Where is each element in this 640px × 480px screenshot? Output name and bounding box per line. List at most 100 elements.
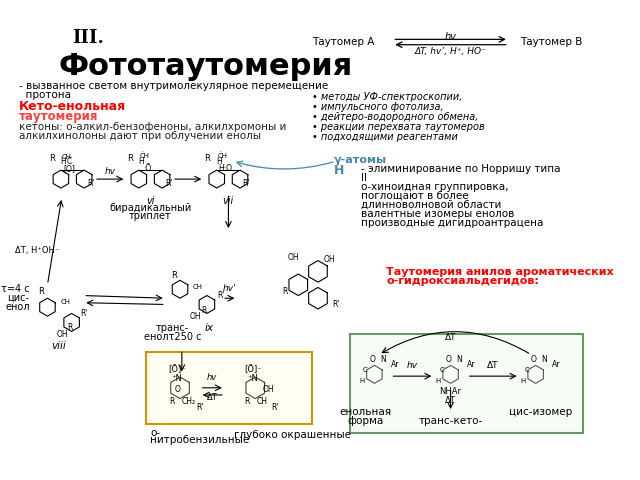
Text: CH: CH xyxy=(193,284,203,290)
Text: ⁺N: ⁺N xyxy=(172,373,183,383)
Text: триплет: триплет xyxy=(129,211,172,220)
Text: нитробензильные: нитробензильные xyxy=(150,435,250,445)
Text: OH: OH xyxy=(57,330,68,339)
Text: H: H xyxy=(216,157,221,166)
Text: N: N xyxy=(381,355,387,364)
Text: R: R xyxy=(38,287,44,296)
Text: о-гидроксиальдегидов:: о-гидроксиальдегидов: xyxy=(386,276,539,286)
Text: о-хиноидная группировка,: о-хиноидная группировка, xyxy=(361,182,508,192)
Text: Ar: Ar xyxy=(467,360,475,369)
Text: N: N xyxy=(456,355,462,364)
Text: • реакции перехвата таутомеров: • реакции перехвата таутомеров xyxy=(312,122,484,132)
Text: производные дигидроантрацена: производные дигидроантрацена xyxy=(361,217,543,228)
Text: γ-атомы: γ-атомы xyxy=(334,155,387,165)
Text: C: C xyxy=(363,367,368,372)
Text: ĊH: ĊH xyxy=(139,152,149,158)
Text: hv: hv xyxy=(207,373,218,382)
Text: H: H xyxy=(60,157,66,166)
Text: O: O xyxy=(175,385,180,394)
Text: ix: ix xyxy=(204,324,213,334)
Text: hv: hv xyxy=(406,361,417,370)
Text: ΔT, H⁺OH⁻: ΔT, H⁺OH⁻ xyxy=(15,246,59,255)
Text: форма: форма xyxy=(348,416,383,426)
Text: R: R xyxy=(282,287,287,296)
Text: H: H xyxy=(334,164,344,177)
Text: R: R xyxy=(169,397,175,406)
Text: Таутомер В: Таутомер В xyxy=(520,37,583,47)
Text: транс-: транс- xyxy=(156,324,189,334)
Text: • методы УФ-спектроскопии,: • методы УФ-спектроскопии, xyxy=(312,92,462,102)
Text: ⁺N: ⁺N xyxy=(247,373,258,383)
Text: енол: енол xyxy=(5,302,29,312)
Text: hv': hv' xyxy=(223,284,236,293)
Text: R': R' xyxy=(165,179,172,188)
Text: OH: OH xyxy=(288,252,300,262)
Text: ΔT: ΔT xyxy=(445,333,456,342)
Text: R: R xyxy=(202,306,207,315)
Text: CH: CH xyxy=(257,397,268,406)
Text: поглощают в более: поглощают в более xyxy=(361,191,468,201)
Text: транс-кето-: транс-кето- xyxy=(419,416,483,426)
Text: R: R xyxy=(127,154,132,163)
Text: - элиминирование по Норришу типа: - элиминирование по Норришу типа xyxy=(361,164,561,174)
Text: Таутомерия анилов ароматических: Таутомерия анилов ароматических xyxy=(386,267,614,277)
Text: кетоны: о-алкил-бензофеноны, алкилхромоны и: кетоны: о-алкил-бензофеноны, алкилхромон… xyxy=(19,122,286,132)
Text: O: O xyxy=(446,355,452,364)
Text: R': R' xyxy=(81,309,88,318)
Text: бирадикальный: бирадикальный xyxy=(109,204,191,213)
Text: [O]: [O] xyxy=(63,164,75,173)
Text: OH: OH xyxy=(262,385,274,394)
Text: NHAr: NHAr xyxy=(440,387,461,396)
Text: CH₂: CH₂ xyxy=(182,397,196,406)
Text: OH: OH xyxy=(189,312,201,321)
Text: цис-изомер: цис-изомер xyxy=(509,407,572,417)
Text: Фототаутомерия: Фототаутомерия xyxy=(58,52,353,81)
Text: глубоко окрашенные: глубоко окрашенные xyxy=(234,430,351,440)
Text: длинноволновой области: длинноволновой области xyxy=(361,200,501,210)
Text: о-: о- xyxy=(150,428,161,438)
Text: валентные изомеры енолов: валентные изомеры енолов xyxy=(361,209,515,219)
Text: H: H xyxy=(520,378,525,384)
Text: R': R' xyxy=(196,403,204,412)
Text: R': R' xyxy=(243,179,250,188)
Text: Таутомер А: Таутомер А xyxy=(312,37,374,47)
Text: ·Ō: ·Ō xyxy=(143,164,151,173)
Text: R': R' xyxy=(271,403,279,412)
Bar xyxy=(350,334,583,432)
Text: H·O: H·O xyxy=(218,164,232,173)
Text: CH: CH xyxy=(61,300,71,305)
Text: R: R xyxy=(49,154,54,163)
Text: hv: hv xyxy=(445,32,456,42)
Text: hv: hv xyxy=(104,168,116,177)
Text: [Ō]⁻: [Ō]⁻ xyxy=(244,365,261,373)
Text: Кето-енольная: Кето-енольная xyxy=(19,100,126,113)
Text: енолτ250 с: енолτ250 с xyxy=(144,332,202,342)
Text: R': R' xyxy=(332,300,340,309)
Text: Ar: Ar xyxy=(390,360,399,369)
Bar xyxy=(146,352,312,424)
Text: [Ō]⁻: [Ō]⁻ xyxy=(168,365,186,373)
Text: ΔT: ΔT xyxy=(207,393,218,402)
Text: ĊH: ĊH xyxy=(217,152,227,158)
Text: CH: CH xyxy=(61,155,71,160)
Text: vii: vii xyxy=(223,196,234,206)
Text: R': R' xyxy=(218,291,225,300)
Text: H: H xyxy=(359,378,365,384)
Text: C: C xyxy=(439,367,444,372)
Text: O: O xyxy=(531,355,537,364)
Text: viii: viii xyxy=(51,341,65,351)
Text: N: N xyxy=(541,355,547,364)
Text: C: C xyxy=(67,157,72,166)
Text: таутомерия: таутомерия xyxy=(19,110,99,123)
Text: R: R xyxy=(171,271,177,280)
Text: R: R xyxy=(244,397,250,406)
Text: Ar: Ar xyxy=(552,360,560,369)
Text: протона: протона xyxy=(19,89,71,99)
Text: - вызванное светом внутримолекулярное перемещение: - вызванное светом внутримолекулярное пе… xyxy=(19,81,328,91)
Text: OH: OH xyxy=(324,255,335,264)
Text: II: II xyxy=(361,173,367,183)
Text: алкилхинолоны дают при облучении енолы: алкилхинолоны дают при облучении енолы xyxy=(19,131,260,141)
Text: H: H xyxy=(138,157,143,166)
Text: C: C xyxy=(524,367,529,372)
Text: цис-: цис- xyxy=(8,293,29,303)
